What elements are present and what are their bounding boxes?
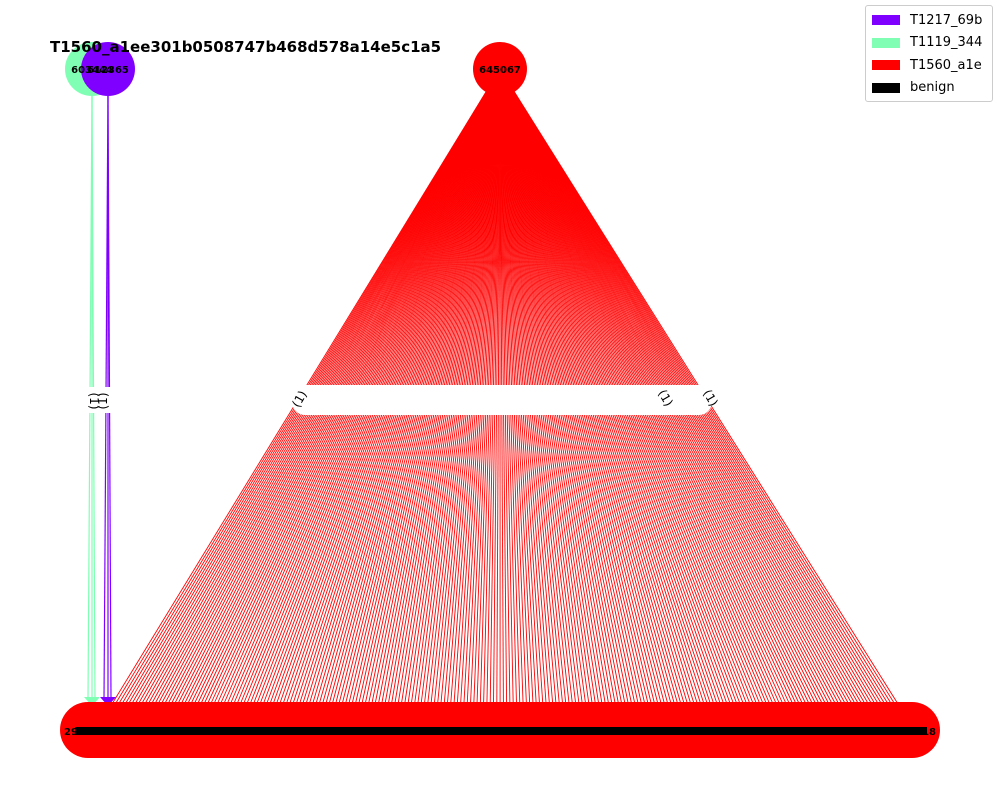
purple-arrowhead xyxy=(100,697,116,706)
legend-label: benign xyxy=(910,80,955,96)
legend: T1217_69b T1119_344 T1560_a1e benign xyxy=(865,5,993,102)
legend-item: T1560_a1e xyxy=(866,54,992,77)
green-arrowhead xyxy=(84,697,100,706)
legend-swatch xyxy=(872,15,900,26)
legend-swatch xyxy=(872,82,900,93)
node-label-left: 296 xyxy=(64,727,85,738)
node-label-bar xyxy=(75,727,927,735)
legend-swatch xyxy=(872,60,900,71)
node-label-right: 318 xyxy=(915,727,936,738)
node-label-hub: 645067 xyxy=(479,65,521,76)
node-purple xyxy=(81,42,135,96)
legend-swatch xyxy=(872,37,900,48)
edge-label: (1) xyxy=(87,393,101,410)
node-label-purple: 612365 xyxy=(87,65,129,76)
legend-label: T1119_344 xyxy=(910,35,983,51)
legend-label: T1560_a1e xyxy=(910,57,982,73)
legend-item: T1217_69b xyxy=(866,9,992,32)
node-hub xyxy=(473,42,527,96)
node-label-green: 603444 xyxy=(71,65,113,76)
edge-label-band xyxy=(292,385,712,415)
legend-item: T1119_344 xyxy=(866,32,992,55)
graph-title: T1560_a1ee301b0508747b468d578a14e5c1a5 xyxy=(50,38,442,56)
edge-label-band-left xyxy=(80,387,122,413)
legend-item: benign xyxy=(866,77,992,100)
legend-label: T1217_69b xyxy=(910,12,983,28)
edge-label: (1) xyxy=(96,393,110,410)
